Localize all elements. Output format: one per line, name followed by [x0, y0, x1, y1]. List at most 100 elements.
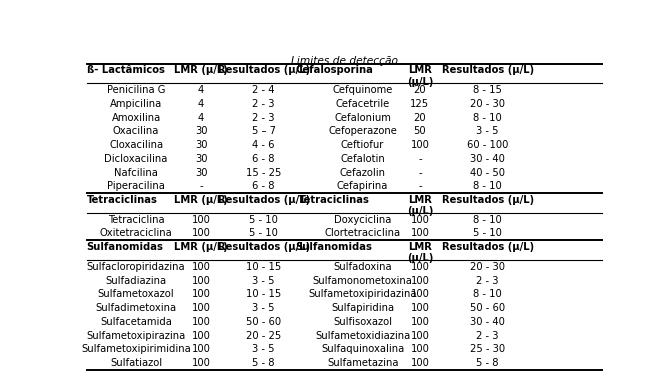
- Text: 5 - 8: 5 - 8: [476, 358, 499, 368]
- Text: Cefapirina: Cefapirina: [337, 181, 388, 191]
- Text: Piperacilina: Piperacilina: [107, 181, 165, 191]
- Text: Cefquinome: Cefquinome: [333, 85, 393, 95]
- Text: Sulfaquinoxalina: Sulfaquinoxalina: [321, 344, 405, 354]
- Text: Nafcilina: Nafcilina: [114, 168, 158, 178]
- Text: Doxyciclina: Doxyciclina: [334, 215, 391, 225]
- Text: Limites de detecção: Limites de detecção: [291, 56, 398, 66]
- Text: Penicilina G: Penicilina G: [107, 85, 165, 95]
- Text: 50 - 60: 50 - 60: [470, 303, 505, 313]
- Text: 50 - 60: 50 - 60: [246, 317, 282, 327]
- Text: 100: 100: [411, 317, 429, 327]
- Text: 125: 125: [411, 99, 429, 109]
- Text: 100: 100: [192, 303, 210, 313]
- Text: 4: 4: [198, 112, 204, 123]
- Text: -: -: [418, 154, 422, 164]
- Text: 20 - 25: 20 - 25: [246, 331, 282, 341]
- Text: Resultados (µ/L): Resultados (µ/L): [218, 242, 310, 252]
- Text: 2 - 3: 2 - 3: [476, 275, 499, 286]
- Text: 30: 30: [195, 126, 208, 137]
- Text: 8 - 10: 8 - 10: [473, 181, 502, 191]
- Text: 100: 100: [411, 275, 429, 286]
- Text: -: -: [418, 168, 422, 178]
- Text: 8 - 10: 8 - 10: [473, 289, 502, 299]
- Text: Ceftiofur: Ceftiofur: [341, 140, 384, 150]
- Text: 100: 100: [192, 317, 210, 327]
- Text: 20: 20: [413, 85, 426, 95]
- Text: Sulfamonometoxina: Sulfamonometoxina: [312, 275, 413, 286]
- Text: Sulfisoxazol: Sulfisoxazol: [333, 317, 392, 327]
- Text: 100: 100: [192, 344, 210, 354]
- Text: Resultados (µ/L): Resultados (µ/L): [218, 65, 310, 75]
- Text: ß- Lactâmicos: ß- Lactâmicos: [87, 65, 165, 75]
- Text: Sulfametoxazol: Sulfametoxazol: [97, 289, 175, 299]
- Text: 2 - 3: 2 - 3: [253, 99, 275, 109]
- Text: Tetraciclinas: Tetraciclinas: [87, 194, 157, 205]
- Text: LMR
(µ/L): LMR (µ/L): [407, 65, 433, 86]
- Text: Cefalotin: Cefalotin: [340, 154, 385, 164]
- Text: 100: 100: [192, 262, 210, 272]
- Text: 100: 100: [411, 140, 429, 150]
- Text: 20: 20: [413, 112, 426, 123]
- Text: 100: 100: [192, 215, 210, 225]
- Text: Resultados (µ/L): Resultados (µ/L): [218, 194, 310, 205]
- Text: 8 - 15: 8 - 15: [473, 85, 502, 95]
- Text: Sulfanomidas: Sulfanomidas: [296, 242, 372, 252]
- Text: Ampicilina: Ampicilina: [110, 99, 162, 109]
- Text: 100: 100: [411, 344, 429, 354]
- Text: 5 – 7: 5 – 7: [252, 126, 276, 137]
- Text: 100: 100: [411, 331, 429, 341]
- Text: Resultados (µ/L): Resultados (µ/L): [442, 194, 534, 205]
- Text: Resultados (µ/L): Resultados (µ/L): [442, 65, 534, 75]
- Text: Oxacilina: Oxacilina: [113, 126, 159, 137]
- Text: 4 - 6: 4 - 6: [253, 140, 275, 150]
- Text: Sulfadimetoxina: Sulfadimetoxina: [95, 303, 177, 313]
- Text: 100: 100: [192, 289, 210, 299]
- Text: Sulfadoxina: Sulfadoxina: [333, 262, 392, 272]
- Text: 30 - 40: 30 - 40: [470, 154, 505, 164]
- Text: 10 - 15: 10 - 15: [246, 262, 282, 272]
- Text: Resultados (µ/L): Resultados (µ/L): [442, 242, 534, 252]
- Text: -: -: [200, 181, 203, 191]
- Text: 100: 100: [192, 358, 210, 368]
- Text: 40 - 50: 40 - 50: [470, 168, 505, 178]
- Text: Cefalonium: Cefalonium: [334, 112, 391, 123]
- Text: 3 - 5: 3 - 5: [253, 303, 275, 313]
- Text: LMR
(µ/L): LMR (µ/L): [407, 194, 433, 216]
- Text: 10 - 15: 10 - 15: [246, 289, 282, 299]
- Text: 100: 100: [192, 331, 210, 341]
- Text: Sulfacetamida: Sulfacetamida: [100, 317, 172, 327]
- Text: 100: 100: [192, 228, 210, 238]
- Text: 3 - 5: 3 - 5: [476, 126, 499, 137]
- Text: Amoxilina: Amoxilina: [112, 112, 161, 123]
- Text: 30: 30: [195, 140, 208, 150]
- Text: Tetraciclinas: Tetraciclinas: [298, 194, 370, 205]
- Text: Sulfanomidas: Sulfanomidas: [87, 242, 163, 252]
- Text: Cloxacilina: Cloxacilina: [109, 140, 163, 150]
- Text: 25 - 30: 25 - 30: [470, 344, 505, 354]
- Text: 100: 100: [411, 358, 429, 368]
- Text: Clortetraciclina: Clortetraciclina: [325, 228, 401, 238]
- Text: Sulfametoxidiazina: Sulfametoxidiazina: [315, 331, 410, 341]
- Text: 3 - 5: 3 - 5: [253, 344, 275, 354]
- Text: 30: 30: [195, 154, 208, 164]
- Text: 6 - 8: 6 - 8: [253, 181, 275, 191]
- Text: 4: 4: [198, 85, 204, 95]
- Text: 50: 50: [413, 126, 426, 137]
- Text: 5 - 10: 5 - 10: [249, 228, 278, 238]
- Text: 100: 100: [411, 303, 429, 313]
- Text: LMR (µ/L): LMR (µ/L): [174, 242, 228, 252]
- Text: 5 - 10: 5 - 10: [473, 228, 502, 238]
- Text: Cefoperazone: Cefoperazone: [328, 126, 397, 137]
- Text: 100: 100: [411, 262, 429, 272]
- Text: 100: 100: [411, 228, 429, 238]
- Text: LMR (µ/L): LMR (µ/L): [174, 65, 228, 75]
- Text: 6 - 8: 6 - 8: [253, 154, 275, 164]
- Text: 20 - 30: 20 - 30: [470, 99, 505, 109]
- Text: Cefalosporina: Cefalosporina: [295, 65, 373, 75]
- Text: Sulfametazina: Sulfametazina: [327, 358, 398, 368]
- Text: Sulfametoxipirazina: Sulfametoxipirazina: [87, 331, 185, 341]
- Text: 4: 4: [198, 99, 204, 109]
- Text: Sulfadiazina: Sulfadiazina: [106, 275, 167, 286]
- Text: 8 - 10: 8 - 10: [473, 215, 502, 225]
- Text: LMR
(µ/L): LMR (µ/L): [407, 242, 433, 263]
